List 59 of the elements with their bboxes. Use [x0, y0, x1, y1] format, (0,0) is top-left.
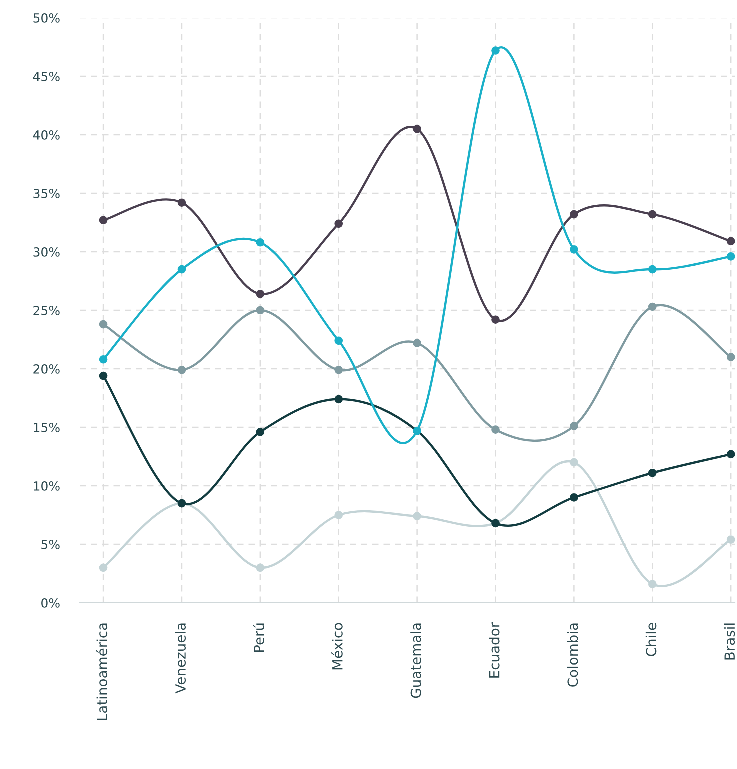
point — [413, 124, 422, 134]
x-tick-label: Guatemala — [410, 624, 422, 698]
point — [492, 46, 500, 55]
x-tick-label: Ecuador — [489, 622, 500, 678]
point — [492, 316, 500, 324]
y-tick-label: 45% — [33, 72, 60, 82]
point — [726, 536, 735, 544]
y-tick-label: 10% — [34, 481, 60, 491]
point — [178, 366, 186, 374]
point — [726, 450, 735, 459]
point — [570, 494, 578, 502]
point — [648, 210, 657, 219]
y-tick-label: 25% — [34, 306, 60, 316]
point — [334, 511, 344, 520]
x-tick-label: Colombia — [567, 624, 578, 687]
y-tick-label: 50% — [34, 13, 60, 23]
point — [99, 320, 108, 329]
point — [570, 245, 578, 254]
point — [726, 252, 735, 261]
point — [570, 458, 578, 467]
x-tick-label: Chile — [646, 623, 657, 656]
y-tick-label: 40% — [33, 130, 60, 140]
point — [492, 426, 500, 434]
point — [413, 339, 422, 348]
point — [99, 216, 108, 225]
x-tick-label: México — [332, 623, 343, 670]
point — [648, 302, 657, 312]
x-tick-label: Perú — [253, 624, 264, 652]
point — [99, 564, 108, 572]
point — [334, 220, 344, 228]
point — [726, 353, 735, 362]
point — [256, 564, 265, 572]
point — [334, 336, 344, 346]
x-tick-label: Latinoamérica — [96, 624, 108, 720]
point — [256, 428, 265, 436]
y-tick-label: 15% — [34, 422, 60, 432]
point — [256, 306, 265, 315]
point — [178, 265, 186, 274]
point — [99, 355, 108, 364]
y-tick-label: 0% — [42, 598, 60, 608]
point — [334, 366, 344, 374]
point — [648, 265, 657, 274]
point — [413, 512, 422, 521]
point — [99, 372, 108, 380]
point — [256, 238, 265, 247]
point — [726, 237, 735, 246]
y-tick-label: 20% — [34, 364, 60, 374]
point — [178, 198, 186, 208]
y-tick-label: 30% — [34, 247, 60, 257]
x-tick-label: Brasil — [724, 624, 736, 660]
point — [570, 210, 578, 219]
point — [570, 422, 578, 430]
y-tick-label: 35% — [34, 188, 60, 198]
y-tick-label: 5% — [42, 540, 60, 550]
point — [648, 580, 657, 588]
point — [334, 395, 344, 404]
point — [648, 468, 657, 478]
x-tick-label: Venezuela — [175, 624, 186, 694]
point — [256, 290, 265, 298]
